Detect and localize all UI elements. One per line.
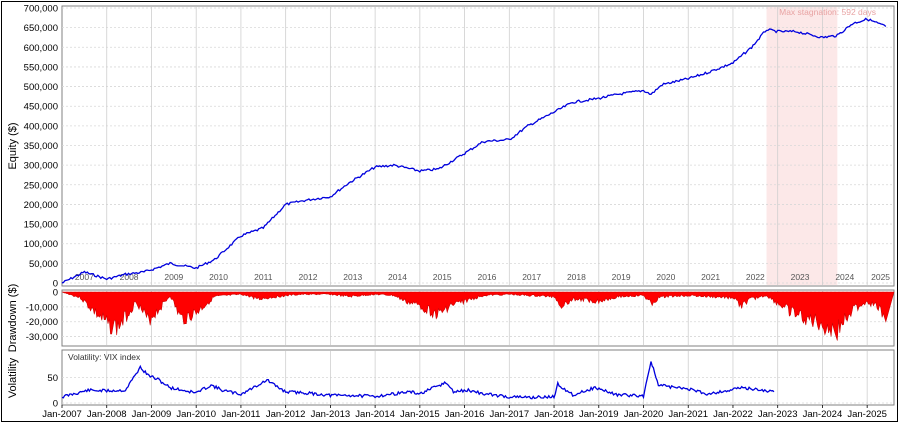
volatility-panel: 0 50 Volatility: VIX index Volatility [7, 349, 895, 410]
equity-year-label: 2011 [254, 272, 273, 282]
x-tick-label: Jan-2009 [132, 409, 172, 420]
drawdown-y-tick-label: -10,000 [26, 302, 58, 313]
drawdown-area [61, 291, 895, 341]
equity-y-tick-label: 400,000 [24, 121, 58, 132]
equity-y-tick-label: 550,000 [24, 62, 58, 73]
equity-year-label: 2023 [791, 272, 810, 282]
equity-y-tick-label: 250,000 [24, 180, 58, 191]
equity-year-label: 2018 [567, 272, 586, 282]
drawdown-panel: 0 -10,000 -20,000 -30,000 Drawdown ($) [7, 284, 895, 352]
equity-year-label: 2021 [701, 272, 720, 282]
x-tick-label: Jan-2021 [668, 409, 708, 420]
equity-panel: 0 50,000 100,000 150,000 200,000 250,000 300,0… [7, 4, 895, 290]
equity-y-tick-label: 0 [53, 279, 58, 290]
x-tick-label: Jan-2024 [803, 409, 843, 420]
volatility-grid [62, 351, 894, 404]
equity-year-label: 2016 [477, 272, 496, 282]
equity-y-tick-label: 50,000 [29, 259, 58, 270]
x-tick-label: Jan-2011 [221, 409, 260, 420]
equity-year-label: 2024 [835, 272, 854, 282]
drawdown-y-tick-label: -20,000 [26, 317, 58, 328]
equity-year-label: 2017 [522, 272, 541, 282]
x-tick-label: Jan-2014 [355, 409, 395, 420]
volatility-series-line [61, 361, 775, 400]
equity-year-label: 2019 [612, 272, 631, 282]
stagnation-region [766, 7, 838, 285]
x-tick-label: Jan-2016 [445, 409, 485, 420]
equity-y-tick-label: 200,000 [24, 200, 58, 211]
equity-year-label: 2015 [433, 272, 452, 282]
equity-y-tick-label: 350,000 [24, 141, 58, 152]
equity-plot-area [61, 5, 895, 287]
equity-series-line [61, 17, 887, 284]
equity-year-label: 2012 [299, 272, 318, 282]
equity-y-tick-label: 450,000 [24, 102, 58, 113]
x-tick-label: Jan-2023 [758, 409, 798, 420]
equity-year-labels: 2007 2008 2009 2010 2011 2012 2013 2014 2015 2016… [75, 272, 890, 282]
equity-y-ticks: 0 50,000 100,000 150,000 200,000 250,000 300,0… [24, 4, 58, 290]
equity-year-label: 2008 [120, 272, 139, 282]
equity-y-axis-label: Equity ($) [7, 122, 19, 169]
volatility-y-tick-label: 0 [53, 399, 58, 410]
drawdown-y-ticks: 0 -10,000 -20,000 -30,000 [26, 288, 58, 344]
drawdown-y-axis-label: Drawdown ($) [7, 284, 19, 352]
equity-year-label: 2022 [746, 272, 765, 282]
equity-y-tick-label: 150,000 [24, 220, 58, 231]
x-tick-label: Jan-2010 [176, 409, 216, 420]
equity-y-tick-label: 100,000 [24, 239, 58, 250]
x-tick-label: Jan-2013 [311, 409, 351, 420]
equity-y-tick-label: 500,000 [24, 82, 58, 93]
volatility-y-ticks: 0 50 [47, 373, 58, 410]
equity-year-label: 2020 [656, 272, 675, 282]
x-tick-label: Jan-2025 [847, 409, 887, 420]
volatility-y-axis-label: Volatility [7, 357, 19, 398]
drawdown-y-tick-label: 0 [53, 288, 58, 299]
volatility-legend: Volatility: VIX index [68, 352, 141, 362]
equity-year-label: 2009 [164, 272, 183, 282]
x-tick-label: Jan-2020 [624, 409, 664, 420]
equity-year-label: 2013 [343, 272, 362, 282]
x-tick-label: Jan-2015 [400, 409, 440, 420]
equity-year-label: 2014 [388, 272, 407, 282]
equity-y-tick-label: 600,000 [24, 43, 58, 54]
stagnation-annotation: Max stagnation: 592 days [779, 7, 876, 17]
equity-y-tick-label: 300,000 [24, 161, 58, 172]
equity-year-label: 2007 [75, 272, 94, 282]
equity-y-tick-label: 700,000 [24, 4, 58, 15]
volatility-y-tick-label: 50 [47, 373, 58, 384]
equity-year-label: 2025 [871, 272, 890, 282]
x-tick-label: Jan-2022 [713, 409, 753, 420]
x-tick-label: Jan-2018 [534, 409, 574, 420]
x-axis: Jan-2007 Jan-2008 Jan-2009 Jan-2010 Jan-2011… [42, 405, 887, 420]
equity-year-label: 2010 [209, 272, 228, 282]
x-tick-label: Jan-2012 [266, 409, 306, 420]
drawdown-y-tick-label: -30,000 [26, 332, 58, 343]
x-tick-label: Jan-2017 [489, 409, 529, 420]
x-tick-label: Jan-2008 [87, 409, 127, 420]
x-tick-label: Jan-2007 [42, 409, 82, 420]
equity-y-tick-label: 650,000 [24, 23, 58, 34]
x-tick-label: Jan-2019 [579, 409, 619, 420]
